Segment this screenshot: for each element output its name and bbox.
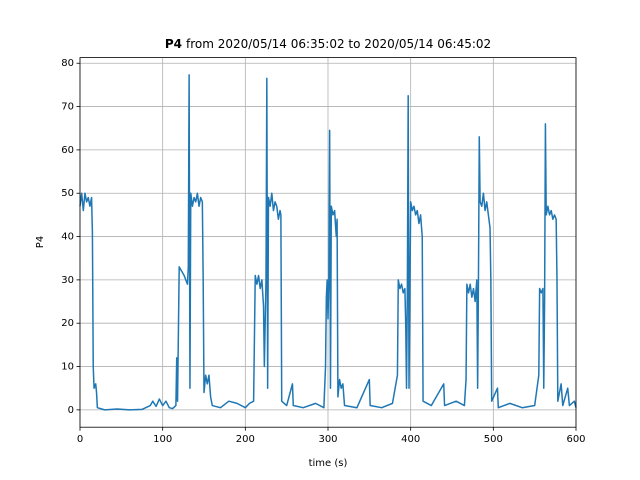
x-axis-label: time (s) [309,458,348,469]
title-bold: P4 [165,37,182,51]
x-tick-label: 500 [484,434,503,445]
y-tick-label: 50 [61,188,74,199]
chart-title: P4 from 2020/05/14 06:35:02 to 2020/05/14… [165,37,491,51]
data-line [79,74,577,411]
y-tick-label: 80 [61,58,74,69]
y-tick-label: 30 [61,275,74,286]
y-tick-label: 70 [61,102,74,113]
x-tick-label: 400 [401,434,420,445]
title-rest: from 2020/05/14 06:35:02 to 2020/05/14 0… [186,37,491,51]
y-tick-label: 10 [61,362,74,373]
x-tick-label: 600 [566,434,585,445]
plot-frame [79,57,577,428]
y-axis-label: P4 [35,236,46,248]
y-tick-label: 40 [61,232,74,243]
x-tick-label: 200 [236,434,255,445]
y-tick-label: 0 [68,405,74,416]
y-tick-label: 20 [61,318,74,329]
x-tick-label: 100 [153,434,172,445]
x-tick-label: 300 [318,434,337,445]
x-tick-label: 0 [77,434,83,445]
y-tick-label: 60 [61,145,74,156]
